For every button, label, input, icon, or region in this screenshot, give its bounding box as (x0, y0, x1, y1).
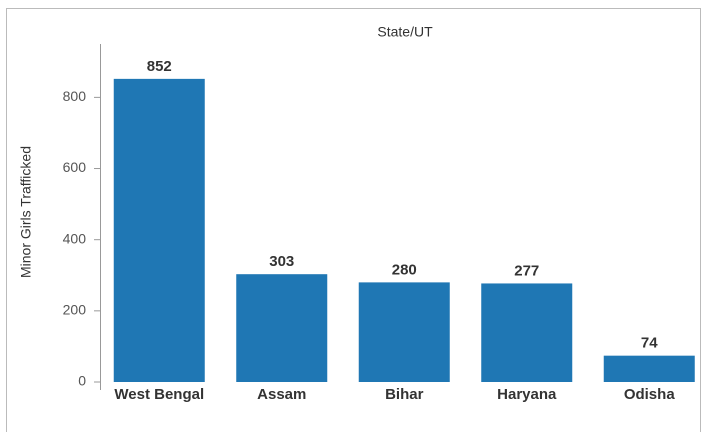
x-tick-label: Haryana (497, 386, 557, 403)
y-tick-label: 400 (63, 230, 87, 246)
y-tick-label: 200 (63, 302, 87, 318)
y-tick-label: 600 (63, 159, 87, 175)
y-tick-label: 0 (78, 373, 86, 389)
chart-title: State/UT (377, 24, 433, 40)
bar (358, 282, 450, 382)
bar (113, 78, 205, 382)
frame (6, 8, 701, 432)
x-tick-label: Assam (257, 386, 307, 403)
data-label: 280 (392, 261, 417, 278)
y-axis-label: Minor Girls Trafficked (18, 146, 34, 278)
x-tick-label: Bihar (385, 386, 424, 403)
data-label: 277 (514, 262, 539, 279)
bar (603, 355, 695, 382)
x-tick-label: Odisha (623, 386, 675, 403)
data-label: 303 (269, 253, 294, 270)
data-label: 74 (641, 335, 658, 352)
y-tick-label: 800 (63, 88, 87, 104)
data-label: 852 (147, 58, 172, 75)
x-tick-label: West Bengal (114, 386, 205, 403)
bar (236, 274, 328, 382)
bar (481, 283, 573, 382)
